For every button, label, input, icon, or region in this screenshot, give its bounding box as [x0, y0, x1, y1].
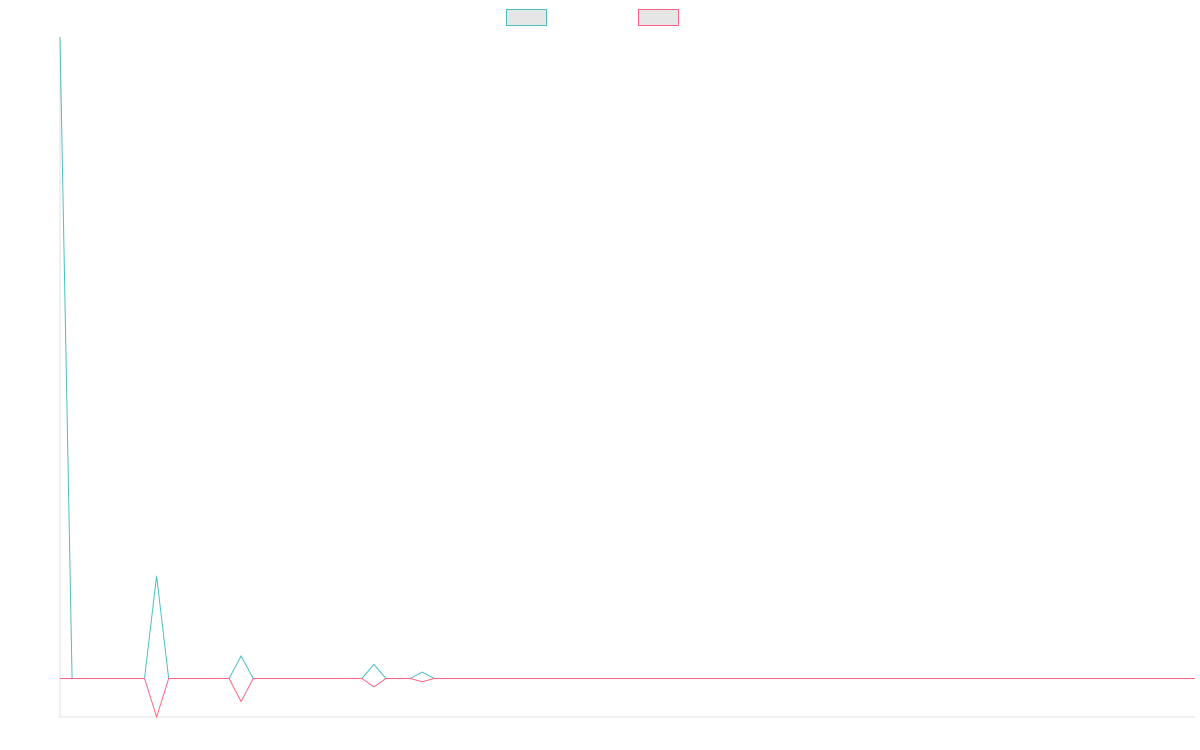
series-line-2: [60, 678, 1195, 719]
axes: [59, 37, 1195, 718]
series-layer: [59, 36, 1195, 719]
legend-swatch-2[interactable]: [638, 9, 679, 26]
series-line-1: [59, 36, 1195, 680]
legend-swatch-1[interactable]: [506, 9, 547, 26]
legend[interactable]: [506, 9, 679, 26]
